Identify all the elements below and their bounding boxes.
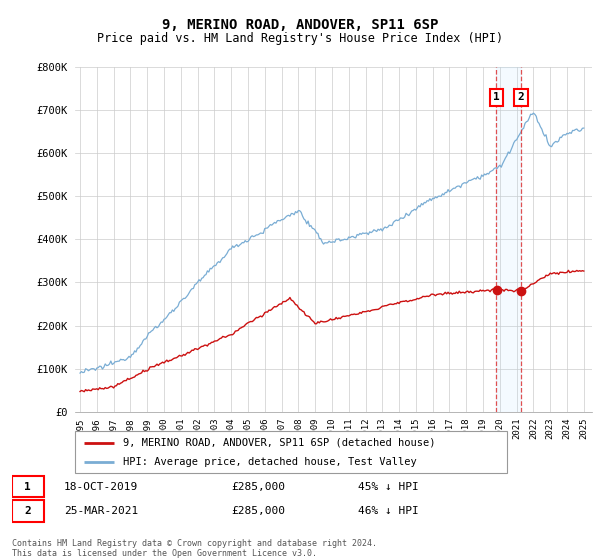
Text: 1: 1: [24, 482, 31, 492]
Text: 46% ↓ HPI: 46% ↓ HPI: [358, 506, 418, 516]
Text: 9, MERINO ROAD, ANDOVER, SP11 6SP: 9, MERINO ROAD, ANDOVER, SP11 6SP: [162, 18, 438, 32]
Text: £285,000: £285,000: [231, 506, 285, 516]
FancyBboxPatch shape: [75, 431, 507, 473]
Text: HPI: Average price, detached house, Test Valley: HPI: Average price, detached house, Test…: [122, 457, 416, 467]
Bar: [496, 67, 521, 412]
Text: 25-MAR-2021: 25-MAR-2021: [64, 506, 138, 516]
Text: 2: 2: [24, 506, 31, 516]
Bar: [12, 501, 44, 522]
Text: 45% ↓ HPI: 45% ↓ HPI: [358, 482, 418, 492]
Text: 2: 2: [517, 92, 524, 102]
Bar: [12, 476, 44, 497]
Text: 9, MERINO ROAD, ANDOVER, SP11 6SP (detached house): 9, MERINO ROAD, ANDOVER, SP11 6SP (detac…: [122, 437, 435, 447]
Text: 1: 1: [493, 92, 500, 102]
Text: 18-OCT-2019: 18-OCT-2019: [64, 482, 138, 492]
Text: Contains HM Land Registry data © Crown copyright and database right 2024.
This d: Contains HM Land Registry data © Crown c…: [12, 539, 377, 558]
Text: £285,000: £285,000: [231, 482, 285, 492]
Text: Price paid vs. HM Land Registry's House Price Index (HPI): Price paid vs. HM Land Registry's House …: [97, 31, 503, 45]
